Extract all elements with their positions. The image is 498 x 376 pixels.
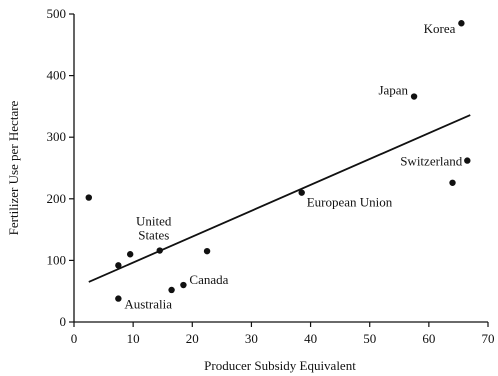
- point-label: Australia: [124, 297, 172, 312]
- data-point: [85, 194, 92, 201]
- point-label: European Union: [307, 195, 393, 210]
- y-tick-label: 0: [60, 314, 67, 329]
- x-tick-label: 10: [127, 331, 140, 346]
- x-tick-label: 40: [304, 331, 317, 346]
- x-tick-label: 60: [422, 331, 435, 346]
- data-point: [410, 93, 418, 100]
- point-label: Korea: [424, 21, 456, 36]
- data-point: [449, 179, 456, 186]
- data-point: [126, 251, 134, 258]
- x-tick-label: 30: [245, 331, 258, 346]
- y-tick-label: 200: [47, 191, 67, 206]
- x-tick-label: 70: [482, 331, 495, 346]
- trend-layer: [88, 114, 471, 283]
- data-point: [180, 281, 187, 289]
- y-axis-title: Fertilizer Use per Hectare: [6, 100, 21, 235]
- data-point: [203, 247, 211, 255]
- points-layer: [85, 20, 471, 302]
- labels-layer: Australia United States Canada European Unio…: [124, 21, 462, 311]
- x-axis-title: Producer Subsidy Equivalent: [204, 358, 356, 373]
- point-label: Switzerland: [400, 154, 463, 169]
- data-point: [156, 247, 163, 254]
- point-label: United States: [136, 214, 172, 243]
- data-point: [168, 286, 175, 294]
- point-label: Canada: [189, 272, 228, 287]
- y-tick-label: 400: [47, 68, 67, 83]
- y-tick-label: 500: [47, 6, 67, 21]
- trend-line: [88, 114, 471, 283]
- data-point: [115, 295, 122, 302]
- x-tick-label: 0: [71, 331, 78, 346]
- point-label: Japan: [378, 83, 408, 98]
- data-point: [464, 157, 471, 164]
- data-point: [458, 20, 465, 27]
- data-point: [115, 262, 122, 269]
- data-point: [298, 189, 305, 196]
- y-tick-label: 300: [47, 129, 67, 144]
- x-tick-label: 50: [363, 331, 376, 346]
- y-tick-label: 100: [47, 252, 67, 267]
- x-tick-label: 20: [186, 331, 199, 346]
- axes: 0 10 20 30 40 50 60 70 0 100 200 300 400 500: [47, 6, 495, 346]
